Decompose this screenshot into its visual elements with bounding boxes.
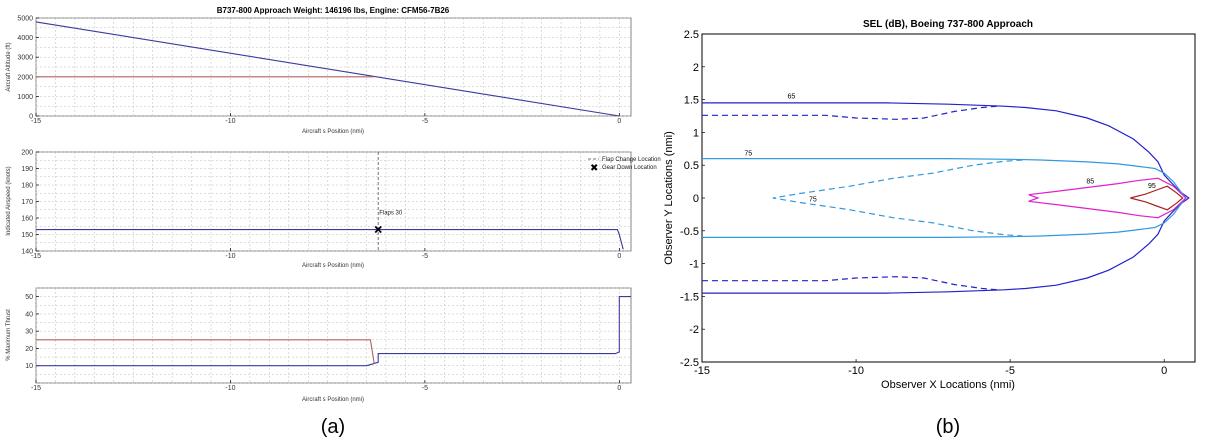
legend-flap-label: Flap Change Location <box>602 157 661 163</box>
y-tick-label: 10 <box>25 363 33 370</box>
x-tick-label: -10 <box>225 118 235 125</box>
altitude-y-label: Aircraft Altitude (ft) <box>6 42 12 91</box>
y-tick-label: 20 <box>25 346 33 353</box>
legend-gear-swatch: ✖ <box>590 163 598 174</box>
sel-chart-title: SEL (dB), Boeing 737-800 Approach <box>863 19 1033 30</box>
sel-contour-labels: 65 75 75 85 95 <box>744 93 1156 203</box>
series-line-0 <box>35 21 620 117</box>
flaps-annotation: Flaps 30 <box>379 211 403 217</box>
x-tick-label: -15 <box>694 365 710 377</box>
y-tick-label: -2.5 <box>680 357 699 369</box>
contour-label: 95 <box>1148 183 1156 190</box>
y-tick-label: 4000 <box>17 35 33 42</box>
y-tick-label: -2 <box>689 324 699 336</box>
x-tick-label: -5 <box>422 385 428 392</box>
panel-label-a: (a) <box>321 416 345 438</box>
altitude-grid <box>35 17 631 117</box>
y-tick-label: 0 <box>693 193 699 205</box>
sel-contour-chart: -15 -10 -5 0 -2.5 -2 -1.5 -1 -0.5 0 0.5 1 1.5 2 2.5 65… <box>663 19 1196 391</box>
sel-x-label: Observer X Locations (nmi) <box>881 379 1015 391</box>
airspeed-grid <box>35 151 631 252</box>
airspeed-x-label: Aircraft s Position (nmi) <box>302 263 364 269</box>
x-tick-label: 0 <box>617 385 621 392</box>
contour-label: 75 <box>744 150 752 157</box>
sel-ticks: -15 -10 -5 0 -2.5 -2 -1.5 -1 -0.5 0 0.5 1 1.5 2 2.5 <box>680 29 1167 377</box>
thrust-x-label: Aircraft s Position (nmi) <box>302 397 364 403</box>
thrust-plot-area <box>35 287 632 384</box>
y-tick-label: 1 <box>693 127 699 139</box>
y-tick-label: 2 <box>693 62 699 74</box>
altitude-ticks: -15 -10 -5 0 0 1000 2000 3000 4000 5000 <box>17 16 621 126</box>
altitude-chart-title: B737-800 Approach Weight: 146196 lbs, En… <box>217 6 450 15</box>
gear-down-marker <box>374 225 382 234</box>
airspeed-ticks: -15 -10 -5 0 140 150 160 170 180 190 200 <box>21 150 621 261</box>
y-tick-label: -0.5 <box>680 226 699 238</box>
y-tick-label: 170 <box>21 199 33 206</box>
y-tick-label: 140 <box>21 249 33 256</box>
contour-label: 65 <box>787 93 795 100</box>
contour-label: 75 <box>809 196 817 203</box>
x-tick-label: -15 <box>31 385 41 392</box>
series-line-5 <box>1028 177 1187 219</box>
y-tick-label: 1000 <box>17 94 33 101</box>
y-tick-label: 3000 <box>17 55 33 62</box>
x-tick-label: -10 <box>225 385 235 392</box>
y-tick-label: 150 <box>21 232 33 239</box>
y-tick-label: 160 <box>21 216 33 223</box>
altitude-chart: -15 -10 -5 0 0 1000 2000 3000 4000 5000 B737-800 … <box>6 6 632 135</box>
series-line-0 <box>36 296 631 367</box>
sel-plot-area <box>701 33 1196 363</box>
y-tick-label: 50 <box>25 294 33 301</box>
y-tick-label: 2000 <box>17 74 33 81</box>
x-tick-label: 0 <box>617 253 621 260</box>
y-tick-label: 30 <box>25 329 33 336</box>
x-tick-label: -15 <box>31 253 41 260</box>
series-line-1 <box>36 339 375 365</box>
y-tick-label: -1 <box>689 259 699 271</box>
x-tick-label: 0 <box>1161 365 1167 377</box>
legend-gear-label: Gear Down Location <box>602 165 657 171</box>
x-tick-label: -10 <box>225 253 235 260</box>
sel-y-label: Observer Y Locations (nmi) <box>663 131 675 264</box>
series-line-0 <box>36 229 624 250</box>
x-tick-label: -10 <box>848 365 864 377</box>
y-tick-label: 200 <box>21 150 33 157</box>
x-tick-label: -5 <box>422 253 428 260</box>
panel-label-b: (b) <box>936 416 960 438</box>
x-tick-label: -15 <box>31 118 41 125</box>
y-tick-label: -1.5 <box>680 291 699 303</box>
x-tick-label: 0 <box>617 118 621 125</box>
x-tick-label: -5 <box>422 118 428 125</box>
thrust-series <box>36 296 631 367</box>
airspeed-y-label: Indicated Airspeed (knots) <box>6 166 12 235</box>
y-tick-label: 1.5 <box>684 95 699 107</box>
airspeed-series <box>36 229 624 250</box>
y-tick-label: 40 <box>25 311 33 318</box>
y-tick-label: 190 <box>21 166 33 173</box>
airspeed-legend: Flap Change Location ✖ Gear Down Locatio… <box>588 157 661 174</box>
y-tick-label: 5000 <box>17 16 33 23</box>
y-tick-label: 180 <box>21 183 33 190</box>
series-line-0 <box>702 102 1190 294</box>
series-line-4 <box>772 159 1023 237</box>
y-tick-label: 0 <box>29 114 33 121</box>
altitude-series <box>35 21 620 117</box>
sel-contours <box>702 102 1190 294</box>
contour-label: 85 <box>1086 179 1094 186</box>
y-tick-label: 0.5 <box>684 160 699 172</box>
altitude-x-label: Aircraft s Position (nmi) <box>302 129 364 135</box>
series-line-6 <box>1130 185 1184 211</box>
x-tick-label: -5 <box>1005 365 1015 377</box>
y-tick-label: 2.5 <box>684 29 699 41</box>
thrust-ticks: -15 -10 -5 0 10 20 30 40 50 <box>25 294 621 392</box>
thrust-y-label: % Maximum Thrust <box>6 309 12 361</box>
thrust-chart: -15 -10 -5 0 10 20 30 40 50 Aircraft s Position … <box>6 287 632 403</box>
